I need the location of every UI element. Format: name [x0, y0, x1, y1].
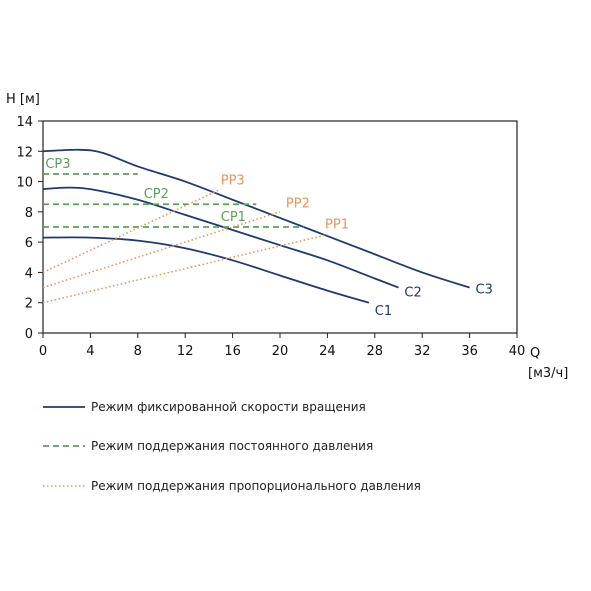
- x-tick-label: 36: [461, 344, 478, 359]
- y-tick-label: 0: [25, 327, 33, 342]
- y-tick-label: 14: [16, 115, 33, 130]
- series-line-c2: [42, 186, 399, 289]
- y-tick-label: 2: [25, 297, 33, 312]
- y-tick-label: 4: [25, 266, 33, 281]
- curve-label-pp2: PP2: [286, 196, 310, 211]
- x-tick-label: 40: [509, 344, 526, 359]
- curve-labels: C1 C2 C3 CP1 CP2 CP3 PP1 PP2 PP3: [45, 157, 493, 319]
- y-tick-label: 10: [16, 176, 33, 191]
- curve-label-pp3: PP3: [221, 174, 245, 189]
- x-tick-label: 12: [177, 344, 194, 359]
- series-line-pp2: [42, 211, 281, 289]
- curve-label-cp2: CP2: [144, 187, 169, 202]
- x-tick-label: 8: [134, 344, 142, 359]
- series-line-pp3: [42, 188, 222, 274]
- series-line-pp1: [42, 233, 328, 304]
- legend-label-fixed: Режим фиксированной скорости вращения: [91, 400, 366, 414]
- y-tick-label: 12: [16, 145, 33, 160]
- legend-label-constant: Режим поддержания постоянного давления: [91, 439, 373, 453]
- curve-label-c3: C3: [476, 283, 493, 298]
- y-tick-label: 8: [25, 206, 33, 221]
- curve-label-c1: C1: [375, 304, 392, 319]
- curve-label-cp3: CP3: [45, 157, 70, 172]
- curve-label-cp1: CP1: [221, 210, 246, 225]
- x-tick-label: 4: [86, 344, 94, 359]
- series-line-c1: [42, 236, 370, 304]
- legend-label-proportional: Режим поддержания пропорционального давл…: [91, 479, 421, 493]
- x-tick-label: 24: [319, 344, 336, 359]
- y-tick-label: 6: [25, 236, 33, 251]
- series-layer: [42, 148, 470, 304]
- series-line-c3: [42, 148, 470, 289]
- x-tick-label: 28: [367, 344, 384, 359]
- legend: Режим фиксированной скорости вращения Реж…: [43, 400, 421, 493]
- x-tick-label: 20: [272, 344, 289, 359]
- y-axis-label: H [м]: [6, 92, 40, 107]
- x-tick-label: 0: [39, 344, 47, 359]
- x-axis-unit: [м3/ч]: [528, 366, 568, 381]
- curve-label-pp1: PP1: [325, 218, 349, 233]
- x-tick-label: 16: [224, 344, 241, 359]
- curve-label-c2: C2: [404, 286, 421, 301]
- x-tick-label: 32: [414, 344, 431, 359]
- x-axis-label: Q: [530, 346, 540, 361]
